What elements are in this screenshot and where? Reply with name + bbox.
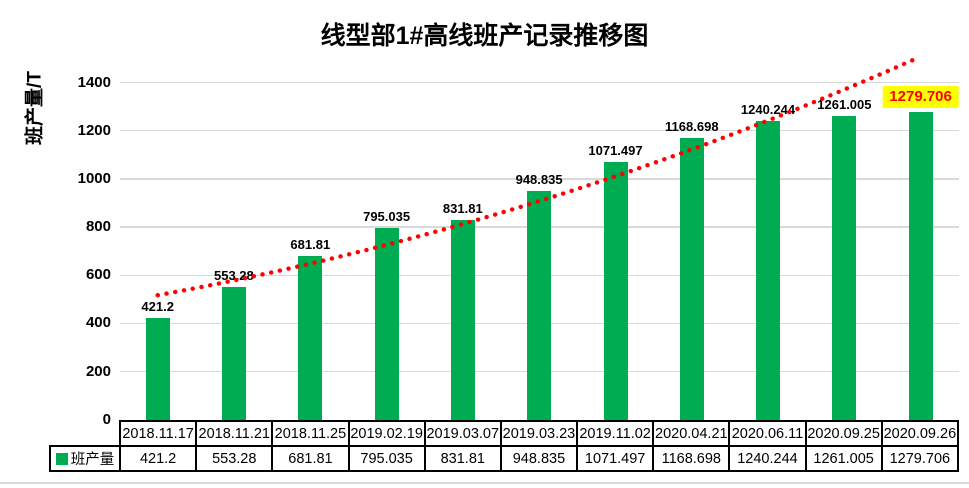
gridline <box>119 82 959 84</box>
bar-2019.03.23 <box>527 191 552 420</box>
chart-frame-bottom-edge <box>0 482 969 484</box>
date-cell: 2019.02.19 <box>347 420 426 447</box>
y-tick-label: 1000 <box>77 170 111 187</box>
value-cell: 795.035 <box>347 445 426 472</box>
y-axis-title: 班产量/T <box>24 71 46 145</box>
value-cell: 831.81 <box>423 445 502 472</box>
bar-2020.09.26 <box>908 111 933 420</box>
data-label-highlighted: 1279.706 <box>882 85 959 108</box>
date-cell: 2019.11.02 <box>576 420 655 447</box>
legend-cell: 班产量 <box>49 445 121 472</box>
table-corner-empty <box>50 421 120 446</box>
chart-title: 线型部1#高线班产记录推移图 <box>320 22 649 50</box>
y-tick-label: 400 <box>85 314 111 332</box>
y-tick-label: 1400 <box>77 73 111 91</box>
bar-2020.06.11 <box>756 121 780 420</box>
bar-2018.11.25 <box>298 255 323 420</box>
data-label: 553.28 <box>214 267 254 283</box>
data-label: 421.2 <box>141 299 174 315</box>
data-label: 1168.698 <box>665 119 719 135</box>
bar-2019.11.02 <box>603 161 628 420</box>
data-label: 831.81 <box>442 200 483 216</box>
data-label: 795.035 <box>363 209 411 225</box>
bar-2020.04.21 <box>679 138 704 420</box>
value-cell: 1168.698 <box>652 445 731 472</box>
value-cell: 1240.244 <box>728 445 807 472</box>
data-label: 948.835 <box>515 172 563 188</box>
bar-2018.11.21 <box>221 286 246 420</box>
value-cell: 1071.497 <box>576 445 655 472</box>
data-label: 1071.497 <box>588 142 643 158</box>
y-tick-label: 1200 <box>77 121 111 139</box>
bar-2019.02.19 <box>374 228 399 420</box>
date-cell: 2018.11.25 <box>271 420 350 447</box>
date-cell: 2019.03.07 <box>423 420 502 447</box>
date-cell: 2020.09.26 <box>880 420 960 447</box>
legend-swatch-icon <box>55 452 68 465</box>
date-cell: 2020.04.21 <box>652 420 731 447</box>
data-table: 2018.11.17 2018.11.21 2018.11.25 2019.02.19… <box>49 420 960 472</box>
legend-series-name: 班产量 <box>70 452 115 468</box>
data-label: 681.81 <box>290 236 331 252</box>
value-cell: 421.2 <box>118 445 198 472</box>
value-cell: 681.81 <box>271 445 350 472</box>
date-cell: 2019.03.23 <box>499 420 579 447</box>
bar-2018.11.17 <box>145 318 170 420</box>
y-tick-label: 0 <box>102 410 111 428</box>
date-cell: 2020.09.25 <box>804 420 883 447</box>
value-cell: 1279.706 <box>880 445 960 472</box>
y-tick-label: 800 <box>85 218 111 236</box>
date-cell: 2018.11.21 <box>195 420 274 447</box>
value-cell: 948.835 <box>499 445 579 472</box>
data-label: 1261.005 <box>817 97 872 113</box>
bar-2019.03.07 <box>450 219 475 420</box>
bar-2020.09.25 <box>832 116 857 420</box>
value-cell: 553.28 <box>195 445 274 472</box>
value-cell: 1261.005 <box>804 445 883 472</box>
data-label: 1240.244 <box>740 102 796 118</box>
date-cell: 2018.11.17 <box>118 420 198 447</box>
y-tick-label: 200 <box>85 362 111 380</box>
y-tick-label: 600 <box>85 266 111 284</box>
date-cell: 2020.06.11 <box>728 420 807 447</box>
